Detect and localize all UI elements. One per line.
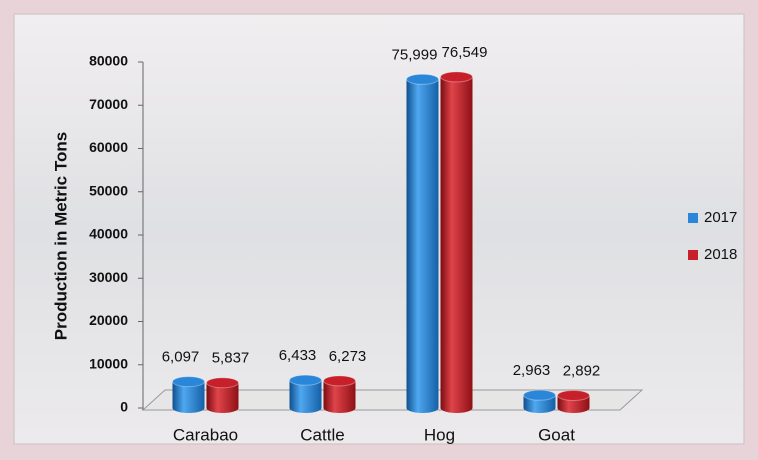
y-tick-label: 10000 bbox=[89, 355, 128, 371]
value-label: 76,549 bbox=[442, 44, 488, 61]
bar-cap bbox=[206, 377, 239, 389]
y-tick-label: 60000 bbox=[89, 139, 128, 155]
value-label: 2,892 bbox=[563, 362, 601, 379]
bar-cap bbox=[440, 71, 473, 83]
value-label: 6,433 bbox=[279, 347, 317, 364]
bar-group bbox=[289, 374, 322, 413]
y-tick-label: 30000 bbox=[89, 269, 128, 285]
bar bbox=[406, 79, 439, 408]
bar-group bbox=[172, 376, 205, 413]
bar-group bbox=[440, 71, 473, 413]
bar-group bbox=[323, 375, 356, 413]
bar-cap bbox=[523, 389, 556, 401]
legend-label: 2018 bbox=[704, 246, 737, 263]
y-tick-label: 20000 bbox=[89, 312, 128, 328]
y-tick-label: 50000 bbox=[89, 182, 128, 198]
y-tick-label: 80000 bbox=[89, 53, 128, 69]
bar-cap bbox=[557, 389, 590, 401]
y-tick-label: 40000 bbox=[89, 226, 128, 242]
x-tick-label: Hog bbox=[424, 425, 455, 444]
value-label: 2,963 bbox=[513, 362, 551, 379]
bar-cap bbox=[323, 375, 356, 387]
bar-group bbox=[206, 377, 239, 413]
bar-cap bbox=[289, 374, 322, 386]
bar-cap bbox=[406, 73, 439, 85]
bar-group bbox=[406, 73, 439, 413]
value-label: 5,837 bbox=[212, 350, 250, 367]
plot-background bbox=[13, 13, 745, 445]
legend-swatch bbox=[688, 213, 698, 223]
bar bbox=[440, 76, 473, 409]
value-label: 75,999 bbox=[392, 46, 438, 63]
bar-group bbox=[523, 389, 556, 413]
legend-swatch bbox=[688, 250, 698, 260]
y-tick-label: 70000 bbox=[89, 96, 128, 112]
y-axis-title: Production in Metric Tons bbox=[51, 132, 70, 340]
x-tick-label: Carabao bbox=[173, 425, 238, 444]
bar-cap bbox=[172, 376, 205, 388]
legend-label: 2017 bbox=[704, 209, 737, 226]
bar-group bbox=[557, 389, 590, 413]
x-tick-label: Cattle bbox=[300, 425, 344, 444]
x-tick-label: Goat bbox=[538, 425, 575, 444]
value-label: 6,097 bbox=[162, 349, 200, 366]
y-tick-label: 0 bbox=[120, 399, 128, 415]
value-label: 6,273 bbox=[329, 348, 367, 365]
